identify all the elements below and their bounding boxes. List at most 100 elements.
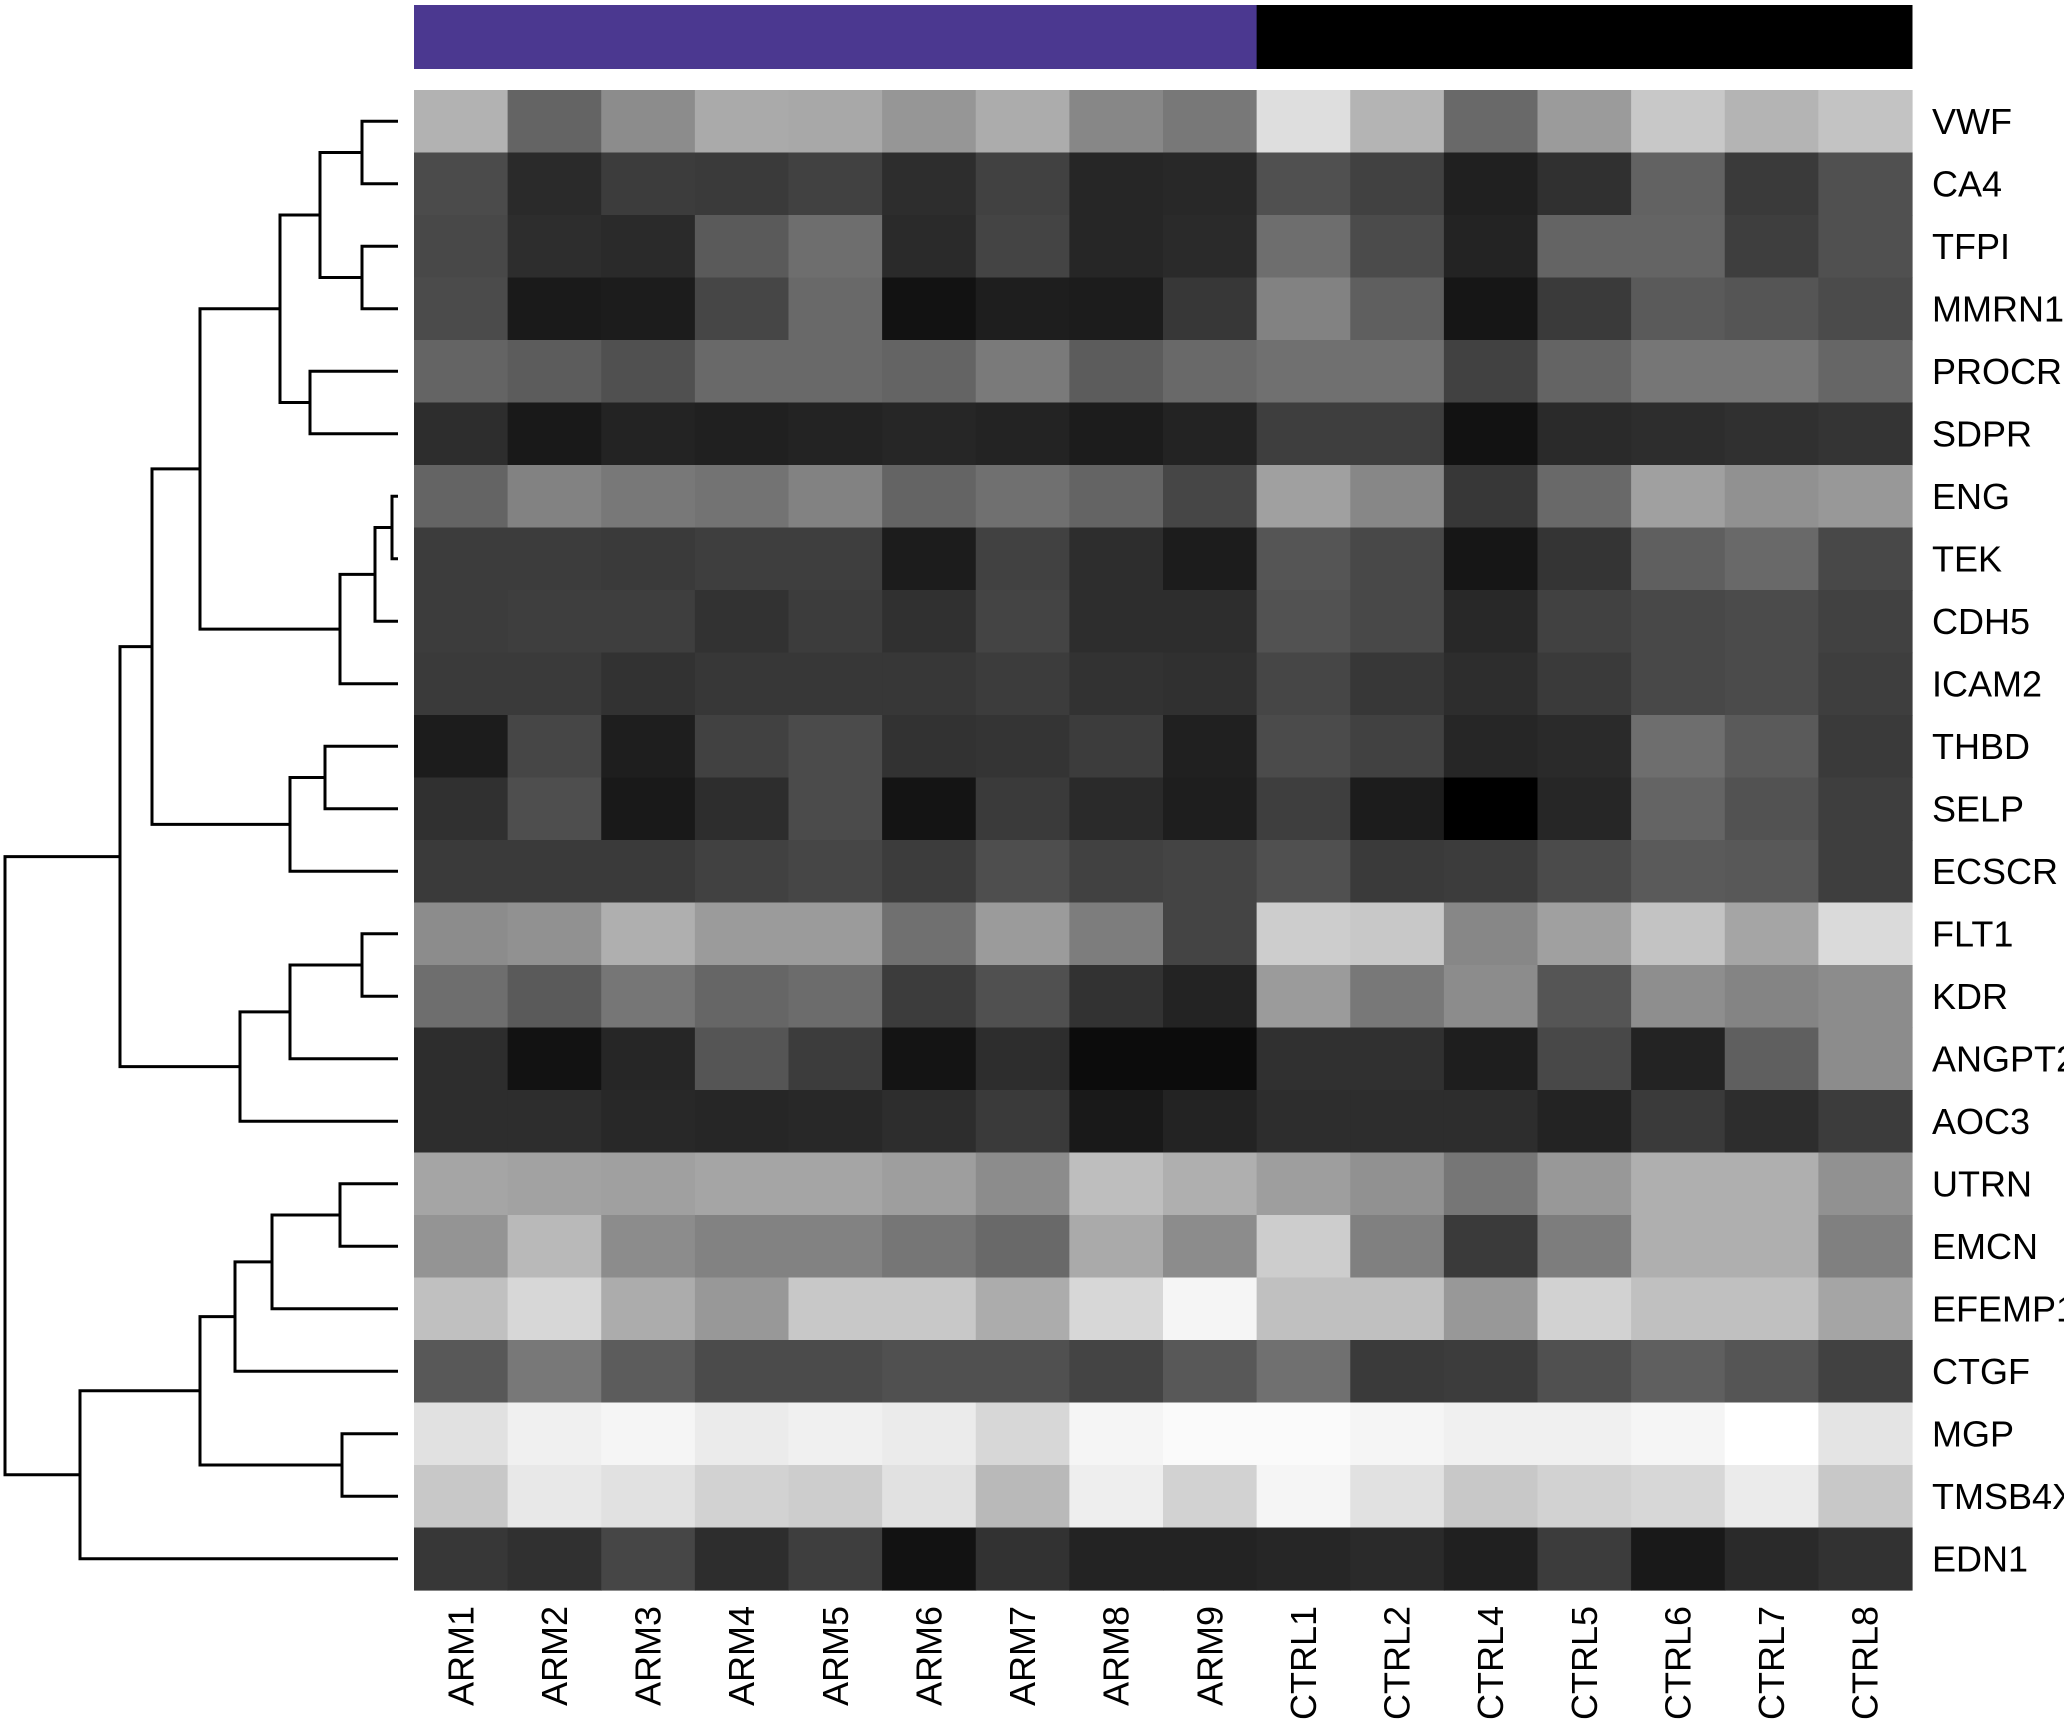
heat-cell-mmrn1-arm1	[414, 277, 509, 341]
heat-cell-tmsb4x-arm9	[1163, 1465, 1258, 1529]
heat-cell-eng-arm5	[788, 465, 883, 529]
dendrogram-branch	[360, 244, 398, 311]
heat-cell-efemp1-ctrl1	[1256, 1277, 1351, 1341]
heat-cell-cdh5-ctrl4	[1443, 590, 1539, 654]
heat-cell-mmrn1-ctrl4	[1443, 277, 1539, 341]
dendrogram-branch	[360, 932, 398, 998]
row-label-tmsb4x: TMSB4X	[1932, 1476, 2064, 1517]
heat-cell-mgp-ctrl1	[1256, 1402, 1351, 1466]
heat-cell-flt1-arm8	[1069, 902, 1164, 966]
heat-cell-selp-ctrl7	[1724, 777, 1819, 841]
column-label-arm1: ARM1	[440, 1606, 481, 1706]
heat-cell-aoc3-ctrl7	[1724, 1090, 1819, 1154]
heat-cell-kdr-arm3	[601, 965, 696, 1029]
heat-cell-aoc3-ctrl4	[1443, 1090, 1539, 1154]
heat-cell-ca4-arm1	[414, 152, 509, 216]
heat-cell-eng-ctrl7	[1724, 465, 1819, 529]
heat-cell-tmsb4x-arm6	[882, 1465, 977, 1529]
heat-cell-efemp1-arm2	[507, 1277, 602, 1341]
heat-cell-ecscr-arm6	[882, 840, 977, 904]
heat-cell-ecscr-arm5	[788, 840, 883, 904]
heat-cell-procr-arm9	[1163, 340, 1258, 404]
heat-cell-sdpr-ctrl7	[1724, 402, 1819, 466]
heat-cell-ca4-arm4	[694, 152, 790, 216]
heat-cell-selp-ctrl6	[1631, 777, 1726, 841]
heat-cell-mmrn1-ctrl8	[1818, 277, 1913, 341]
heat-cell-kdr-ctrl1	[1256, 965, 1351, 1029]
column-label-arm6: ARM6	[908, 1606, 949, 1706]
dendrogram-branch	[150, 467, 290, 826]
heat-cell-selp-ctrl2	[1350, 777, 1445, 841]
heat-cell-selp-arm5	[788, 777, 883, 841]
dendrogram-branch	[318, 151, 362, 279]
heat-cell-vwf-ctrl4	[1443, 90, 1539, 154]
heat-cell-emcn-ctrl7	[1724, 1215, 1819, 1279]
heat-cell-tek-ctrl7	[1724, 527, 1819, 591]
heat-cell-kdr-ctrl6	[1631, 965, 1726, 1029]
heat-cell-ca4-arm8	[1069, 152, 1164, 216]
heat-cell-emcn-arm8	[1069, 1215, 1164, 1279]
heat-cell-aoc3-arm1	[414, 1090, 509, 1154]
heat-cell-thbd-ctrl6	[1631, 715, 1726, 779]
heat-cell-tek-arm4	[694, 527, 790, 591]
heat-cell-edn1-ctrl7	[1724, 1527, 1819, 1591]
heat-cell-vwf-arm5	[788, 90, 883, 154]
heat-cell-kdr-arm8	[1069, 965, 1164, 1029]
heat-cell-eng-arm3	[601, 465, 696, 529]
heat-cell-edn1-arm8	[1069, 1527, 1164, 1591]
dendrogram-branch	[233, 1260, 398, 1373]
row-label-edn1: EDN1	[1932, 1538, 2028, 1579]
heat-cell-tfpi-arm8	[1069, 215, 1164, 279]
heat-cell-tfpi-arm3	[601, 215, 696, 279]
heat-cell-flt1-arm1	[414, 902, 509, 966]
heat-cell-tfpi-arm5	[788, 215, 883, 279]
heat-cell-thbd-ctrl1	[1256, 715, 1351, 779]
heat-cell-ctgf-arm4	[694, 1340, 790, 1404]
heat-cell-tmsb4x-arm3	[601, 1465, 696, 1529]
column-label-ctrl5: CTRL5	[1564, 1606, 1605, 1720]
heat-cell-utrn-ctrl7	[1724, 1152, 1819, 1216]
heat-cell-icam2-ctrl1	[1256, 652, 1351, 716]
heat-cell-icam2-ctrl8	[1818, 652, 1913, 716]
heat-cell-efemp1-arm9	[1163, 1277, 1258, 1341]
heat-cell-tek-ctrl5	[1537, 527, 1632, 591]
heat-cell-angpt2-ctrl7	[1724, 1027, 1819, 1091]
heat-cell-ecscr-arm7	[975, 840, 1070, 904]
heat-cell-flt1-ctrl2	[1350, 902, 1445, 966]
heat-cell-tfpi-arm6	[882, 215, 977, 279]
heat-cell-efemp1-arm6	[882, 1277, 977, 1341]
heat-cell-thbd-arm1	[414, 715, 509, 779]
heat-cell-efemp1-arm1	[414, 1277, 509, 1341]
row-label-thbd: THBD	[1932, 726, 2030, 767]
heat-cell-sdpr-arm1	[414, 402, 509, 466]
heat-cell-eng-arm7	[975, 465, 1070, 529]
column-label-arm9: ARM9	[1189, 1606, 1230, 1706]
heat-cell-efemp1-ctrl2	[1350, 1277, 1445, 1341]
heat-cell-efemp1-arm7	[975, 1277, 1070, 1341]
row-label-vwf: VWF	[1932, 101, 2012, 142]
heat-cell-ctgf-arm3	[601, 1340, 696, 1404]
heat-cell-utrn-arm3	[601, 1152, 696, 1216]
heat-cell-thbd-arm6	[882, 715, 977, 779]
heat-cell-emcn-arm3	[601, 1215, 696, 1279]
heat-cell-mmrn1-ctrl6	[1631, 277, 1726, 341]
heat-cell-thbd-arm2	[507, 715, 602, 779]
heat-cell-edn1-arm5	[788, 1527, 883, 1591]
heat-cell-flt1-ctrl5	[1537, 902, 1632, 966]
heat-cell-ctgf-ctrl7	[1724, 1340, 1819, 1404]
heat-cell-cdh5-arm5	[788, 590, 883, 654]
heat-cell-icam2-ctrl5	[1537, 652, 1632, 716]
heat-cell-mmrn1-arm2	[507, 277, 602, 341]
heat-cell-icam2-arm8	[1069, 652, 1164, 716]
heat-cell-thbd-ctrl8	[1818, 715, 1913, 779]
heat-cell-flt1-arm3	[601, 902, 696, 966]
heat-cell-icam2-arm1	[414, 652, 509, 716]
heat-cell-utrn-ctrl5	[1537, 1152, 1632, 1216]
heat-cell-ca4-ctrl4	[1443, 152, 1539, 216]
heat-cell-ctgf-arm2	[507, 1340, 602, 1404]
row-label-eng: ENG	[1932, 476, 2010, 517]
heat-cell-sdpr-arm3	[601, 402, 696, 466]
heat-cell-angpt2-ctrl6	[1631, 1027, 1726, 1091]
row-label-icam2: ICAM2	[1932, 663, 2042, 704]
heat-cell-ecscr-arm8	[1069, 840, 1164, 904]
